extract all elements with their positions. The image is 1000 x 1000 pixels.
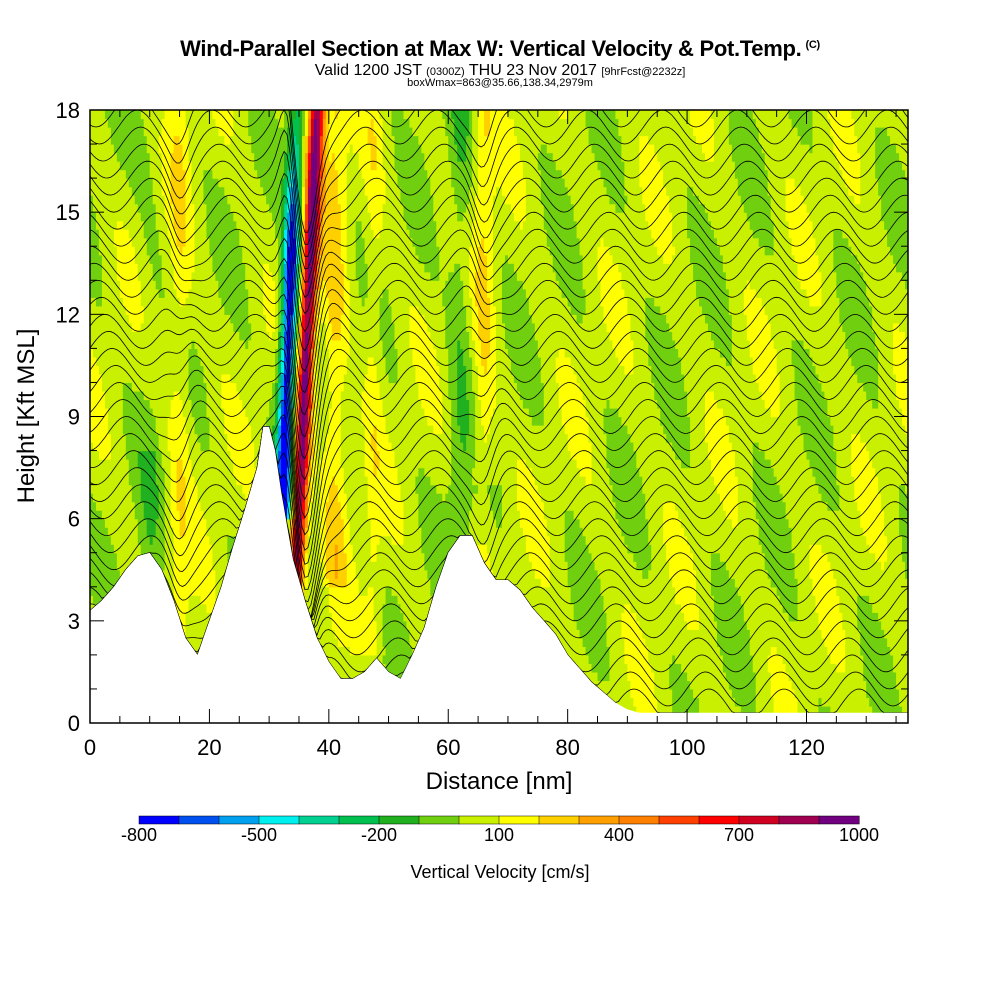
- colorbar-swatch: [819, 816, 859, 824]
- colorbar-swatch: [379, 816, 419, 824]
- y-tick-label: 0: [68, 711, 80, 736]
- y-axis-label: Height [Kft MSL]: [13, 329, 40, 504]
- y-tick-label: 15: [56, 200, 80, 225]
- x-tick-label: 80: [555, 735, 579, 760]
- x-tick-label: 0: [84, 735, 96, 760]
- colorbar-swatch: [139, 816, 179, 824]
- colorbar: [139, 816, 859, 824]
- colorbar-swatch: [219, 816, 259, 824]
- y-tick-label: 9: [68, 405, 80, 430]
- y-tick-label: 6: [68, 507, 80, 532]
- x-tick-label: 120: [788, 735, 825, 760]
- cross-section-chart: 0 20 40 60 80 100 120 0 3 6 9 12 15 18 Distance [nm]…: [0, 0, 1000, 1000]
- y-tick-label: 3: [68, 609, 80, 634]
- colorbar-swatch: [619, 816, 659, 824]
- colorbar-swatch: [339, 816, 379, 824]
- colorbar-tick-label: 100: [484, 825, 514, 846]
- colorbar-swatch: [419, 816, 459, 824]
- x-tick-label: 20: [197, 735, 221, 760]
- y-tick-label: 18: [56, 98, 80, 123]
- colorbar-tick-label: -500: [241, 825, 277, 846]
- x-tick-label: 100: [669, 735, 706, 760]
- colorbar-tick-label: 1000: [839, 825, 879, 846]
- colorbar-title: Vertical Velocity [cm/s]: [0, 862, 1000, 883]
- colorbar-swatch: [579, 816, 619, 824]
- x-axis-label: Distance [nm]: [426, 768, 573, 795]
- colorbar-tick-label: 400: [604, 825, 634, 846]
- colorbar-swatch: [499, 816, 539, 824]
- colorbar-swatch: [299, 816, 339, 824]
- x-tick-label: 40: [317, 735, 341, 760]
- colorbar-tick-label: 700: [724, 825, 754, 846]
- colorbar-tick-label: -200: [361, 825, 397, 846]
- colorbar-swatch: [699, 816, 739, 824]
- colorbar-swatch: [259, 816, 299, 824]
- colorbar-swatch: [659, 816, 699, 824]
- colorbar-tick-label: -800: [121, 825, 157, 846]
- x-tick-label: 60: [436, 735, 460, 760]
- y-tick-label: 12: [56, 302, 80, 327]
- colorbar-swatch: [739, 816, 779, 824]
- colorbar-swatch: [779, 816, 819, 824]
- colorbar-swatch: [179, 816, 219, 824]
- colorbar-swatch: [459, 816, 499, 824]
- colorbar-swatch: [539, 816, 579, 824]
